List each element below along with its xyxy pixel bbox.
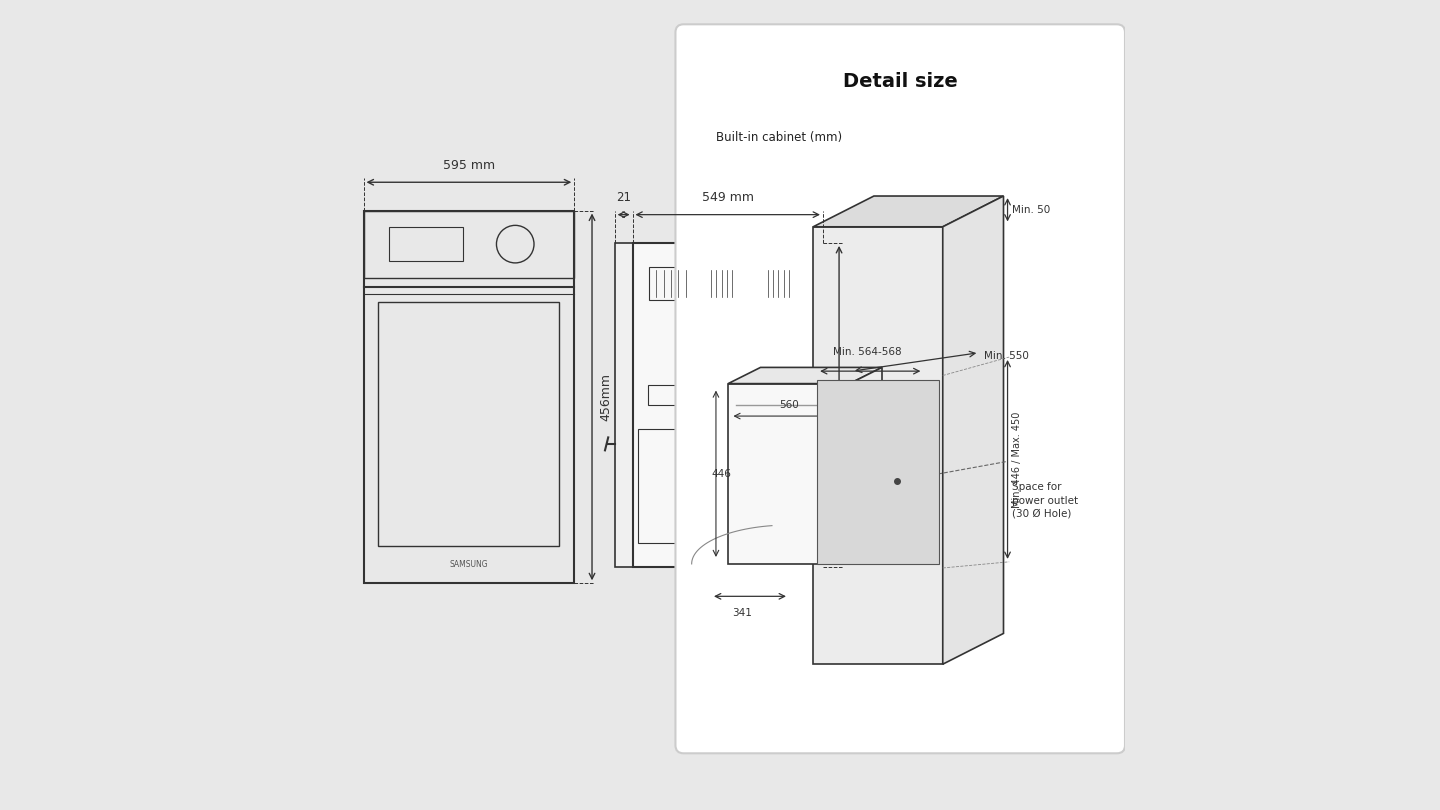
Polygon shape xyxy=(943,196,1004,664)
Bar xyxy=(363,211,575,278)
Polygon shape xyxy=(729,368,881,384)
Polygon shape xyxy=(850,368,881,564)
Bar xyxy=(615,243,632,567)
FancyBboxPatch shape xyxy=(675,24,1125,753)
Text: 560: 560 xyxy=(779,400,799,410)
Text: Min. 550: Min. 550 xyxy=(984,351,1030,360)
Bar xyxy=(724,429,801,543)
Bar xyxy=(632,243,822,567)
Text: 341: 341 xyxy=(732,608,752,619)
Text: 446: 446 xyxy=(711,469,732,479)
Text: Built-in cabinet (mm): Built-in cabinet (mm) xyxy=(716,131,842,144)
Bar xyxy=(638,429,714,543)
Bar xyxy=(762,267,795,300)
Bar xyxy=(648,385,696,405)
Polygon shape xyxy=(729,384,850,564)
Text: Min. 50: Min. 50 xyxy=(1012,205,1051,215)
Text: Min. 446 / Max. 450: Min. 446 / Max. 450 xyxy=(1011,411,1021,508)
Bar xyxy=(363,211,575,583)
Bar xyxy=(648,267,693,300)
Text: SAMSUNG: SAMSUNG xyxy=(449,560,488,569)
Text: Min. 564-568: Min. 564-568 xyxy=(834,347,901,356)
Text: 456mm: 456mm xyxy=(599,373,612,421)
Text: Space for
power outlet
(30 Ø Hole): Space for power outlet (30 Ø Hole) xyxy=(1011,483,1077,519)
Bar xyxy=(389,228,462,261)
Polygon shape xyxy=(814,227,943,664)
Bar xyxy=(706,267,737,300)
Text: Detail size: Detail size xyxy=(842,71,958,91)
Text: 549 mm: 549 mm xyxy=(701,191,753,204)
Text: 595 mm: 595 mm xyxy=(444,159,495,172)
Bar xyxy=(818,380,939,564)
Polygon shape xyxy=(814,196,1004,227)
Text: 446mm: 446mm xyxy=(845,381,858,429)
Bar xyxy=(379,302,560,546)
Text: 21: 21 xyxy=(616,191,631,204)
